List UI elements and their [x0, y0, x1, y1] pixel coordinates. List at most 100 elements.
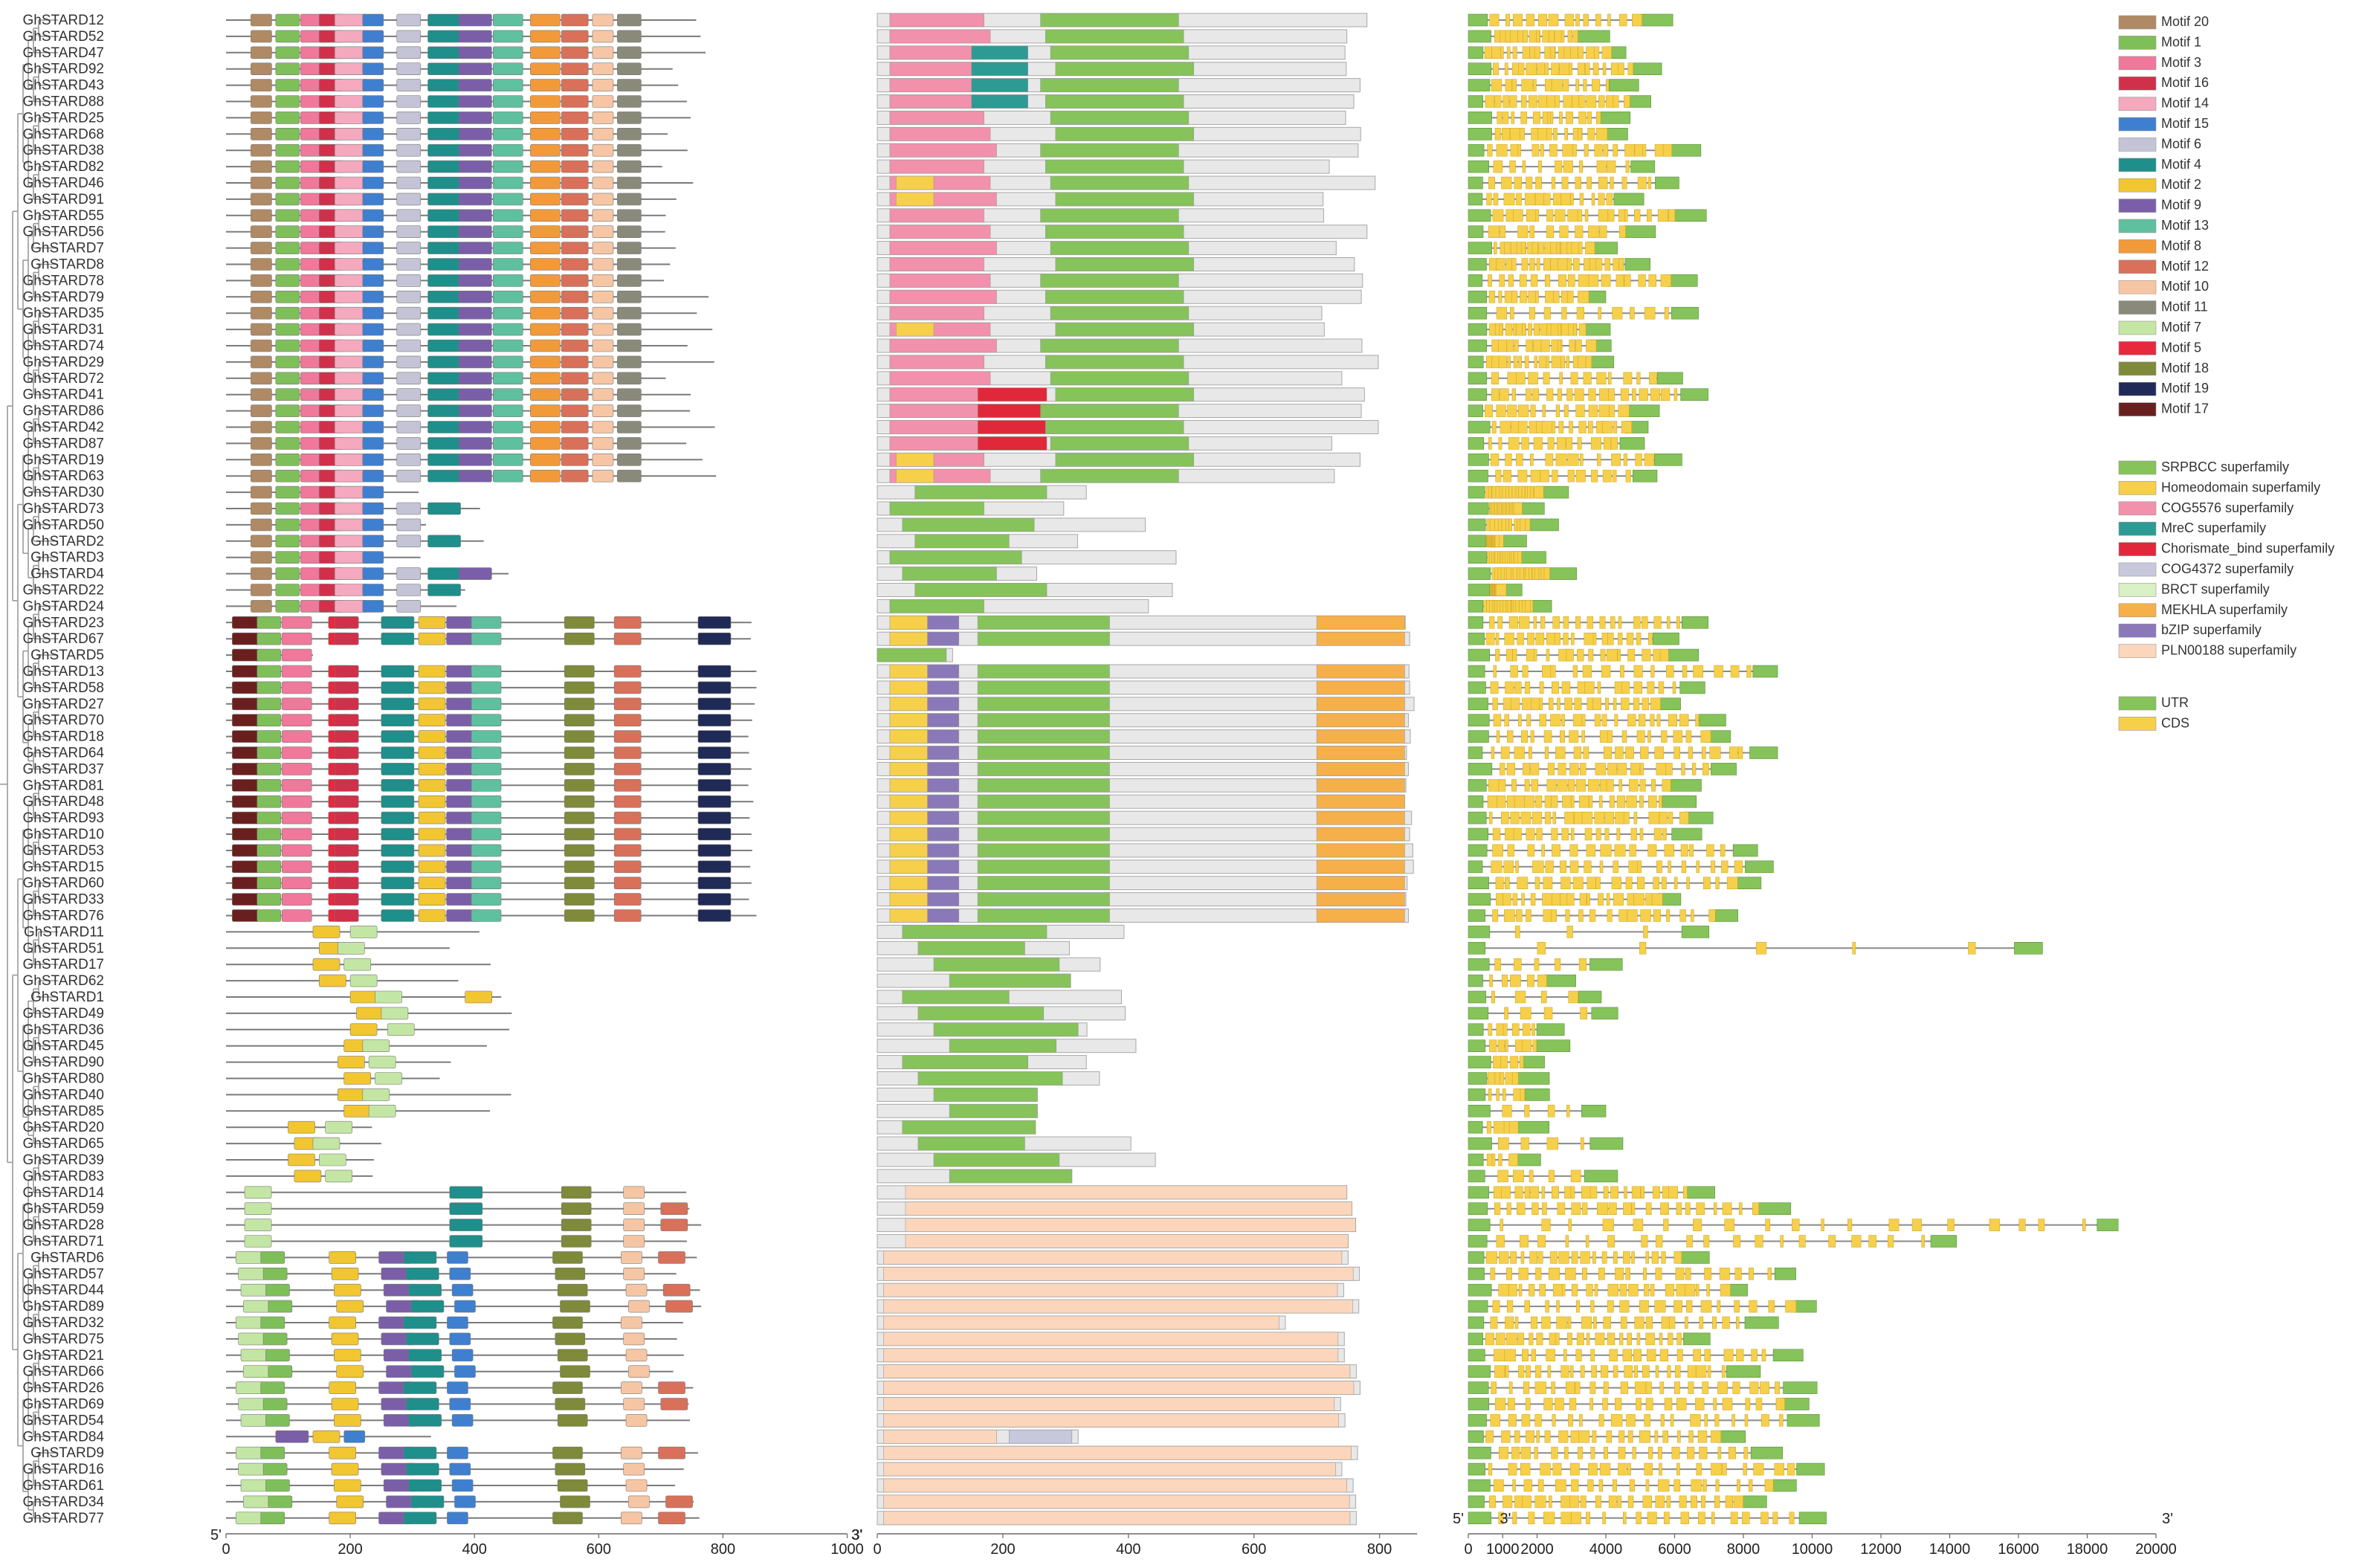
cds-exon-mark [1647, 730, 1651, 743]
cds-exon-mark [1556, 242, 1560, 254]
cds-exon-mark [1607, 730, 1613, 743]
domain-srpbcc-mark [949, 1039, 1056, 1053]
motif-15-mark [362, 46, 384, 59]
motif-13-mark [471, 893, 502, 906]
cds-exon-mark [1549, 30, 1555, 43]
utr-5-mark [1468, 1137, 1492, 1150]
cds-exon-mark [1511, 779, 1517, 792]
cds-exon-mark [1687, 1446, 1695, 1459]
domain-bzip-mark [927, 827, 960, 842]
cds-exon-mark [1749, 1381, 1759, 1394]
domain-homeodomain-mark [889, 680, 928, 695]
domain-legend-swatch [2118, 460, 2157, 475]
domain-mrec-mark [971, 78, 1028, 92]
cds-exon-mark [1715, 877, 1720, 889]
cds-exon-mark [1613, 421, 1618, 433]
cds-exon-mark [1524, 600, 1531, 613]
cds-exon-mark [1733, 1495, 1743, 1509]
motif-legend-swatch [2118, 280, 2157, 294]
cds-exon-mark [1594, 1283, 1598, 1297]
motif-7-mark [319, 1153, 346, 1167]
cds-exon-mark [1947, 1219, 1955, 1231]
cds-exon-mark [1536, 30, 1540, 43]
cds-exon-mark [1921, 1235, 1925, 1248]
cds-exon-mark [1645, 1398, 1653, 1410]
motif-8-mark [530, 290, 561, 303]
cds-exon-mark [1512, 1479, 1516, 1492]
domain-legend-label: BRCT superfamily [2161, 581, 2270, 596]
cds-exon-mark [1547, 437, 1555, 450]
cds-exon-mark [1583, 746, 1589, 759]
motif-10-mark [628, 1300, 650, 1313]
motif-8-mark [530, 225, 561, 239]
cds-exon-mark [1722, 1202, 1732, 1215]
cds-exon-mark [1527, 844, 1535, 857]
motif-15-mark [362, 225, 384, 239]
cds-exon-mark [1488, 779, 1500, 792]
cds-exon-mark [1488, 1462, 1493, 1476]
cds-exon-mark [1607, 160, 1616, 173]
cds-exon-mark [1529, 1251, 1537, 1264]
cds-exon-mark [1847, 1219, 1853, 1231]
motif-8-mark [530, 469, 561, 483]
motif-1-mark [256, 893, 282, 906]
cds-exon-mark [1668, 1332, 1673, 1346]
cds-exon-mark [1494, 1398, 1506, 1410]
motif-2-mark [418, 697, 446, 711]
cds-exon-mark [1587, 176, 1592, 190]
gene-label: GhSTARD27 [23, 697, 104, 712]
cds-exon-mark [1632, 13, 1642, 27]
motif-8-mark [530, 46, 561, 59]
gene-label: GhSTARD3 [30, 550, 104, 566]
motif-12-mark [658, 1511, 685, 1525]
motif-13-mark [471, 860, 502, 874]
motif-1-mark [275, 242, 300, 254]
utr-3-mark [1786, 1414, 1820, 1427]
cds-exon-mark [1522, 1349, 1529, 1362]
cds-exon-mark [1518, 355, 1522, 369]
utr-5-mark [1468, 1398, 1490, 1410]
cds-exon-mark [1501, 811, 1509, 825]
gene-label: GhSTARD71 [23, 1234, 104, 1250]
motif-9-mark [459, 388, 492, 401]
cds-exon-mark [2082, 1219, 2086, 1231]
cds-exon-mark [1502, 1105, 1512, 1117]
cds-exon-mark [1507, 795, 1515, 808]
cds-exon-mark [1505, 454, 1512, 466]
cds-exon-mark [1644, 454, 1654, 466]
cds-exon-mark [1548, 1169, 1555, 1183]
cds-exon-mark [1514, 795, 1526, 808]
cds-exon-mark [1618, 616, 1622, 629]
cds-exon-mark [1510, 974, 1521, 987]
domain-cog5576-mark [889, 62, 984, 76]
motif-13-mark [492, 46, 523, 59]
motif-4-mark [381, 795, 415, 808]
motif-7-mark [238, 1332, 266, 1346]
domain-cog5576-mark [889, 257, 984, 271]
domain-srpbcc-mark [977, 876, 1110, 890]
domain-homeodomain-mark [889, 859, 928, 874]
cds-exon-mark [1666, 909, 1671, 922]
domain-srpbcc-mark [977, 615, 1110, 630]
motif-18-mark [557, 1414, 588, 1427]
cds-exon-mark [1779, 1414, 1784, 1427]
cds-exon-mark [1499, 1446, 1508, 1459]
cds-exon-mark [1675, 1268, 1685, 1280]
motif-13-mark [471, 795, 502, 808]
cds-exon-mark [1674, 1365, 1681, 1378]
motif-legend-label: Motif 6 [2161, 136, 2201, 151]
gene-label: GhSTARD77 [23, 1511, 104, 1526]
motif-1-mark [268, 1300, 293, 1313]
domain-homeodomain-mark [889, 713, 928, 728]
cds-exon-mark [1505, 681, 1514, 694]
cds-exon-mark [1658, 1479, 1670, 1492]
motif-9-mark [459, 274, 492, 287]
cds-exon-mark [1494, 242, 1497, 254]
cds-exon-mark [1627, 1430, 1633, 1443]
cds-exon-mark [1722, 1462, 1727, 1476]
cds-exon-mark [1525, 1398, 1531, 1410]
motif-12-mark [658, 1381, 685, 1394]
utr-5-mark [1468, 258, 1487, 271]
cds-exon-mark [1527, 323, 1532, 336]
cds-exon-mark [1512, 46, 1517, 59]
